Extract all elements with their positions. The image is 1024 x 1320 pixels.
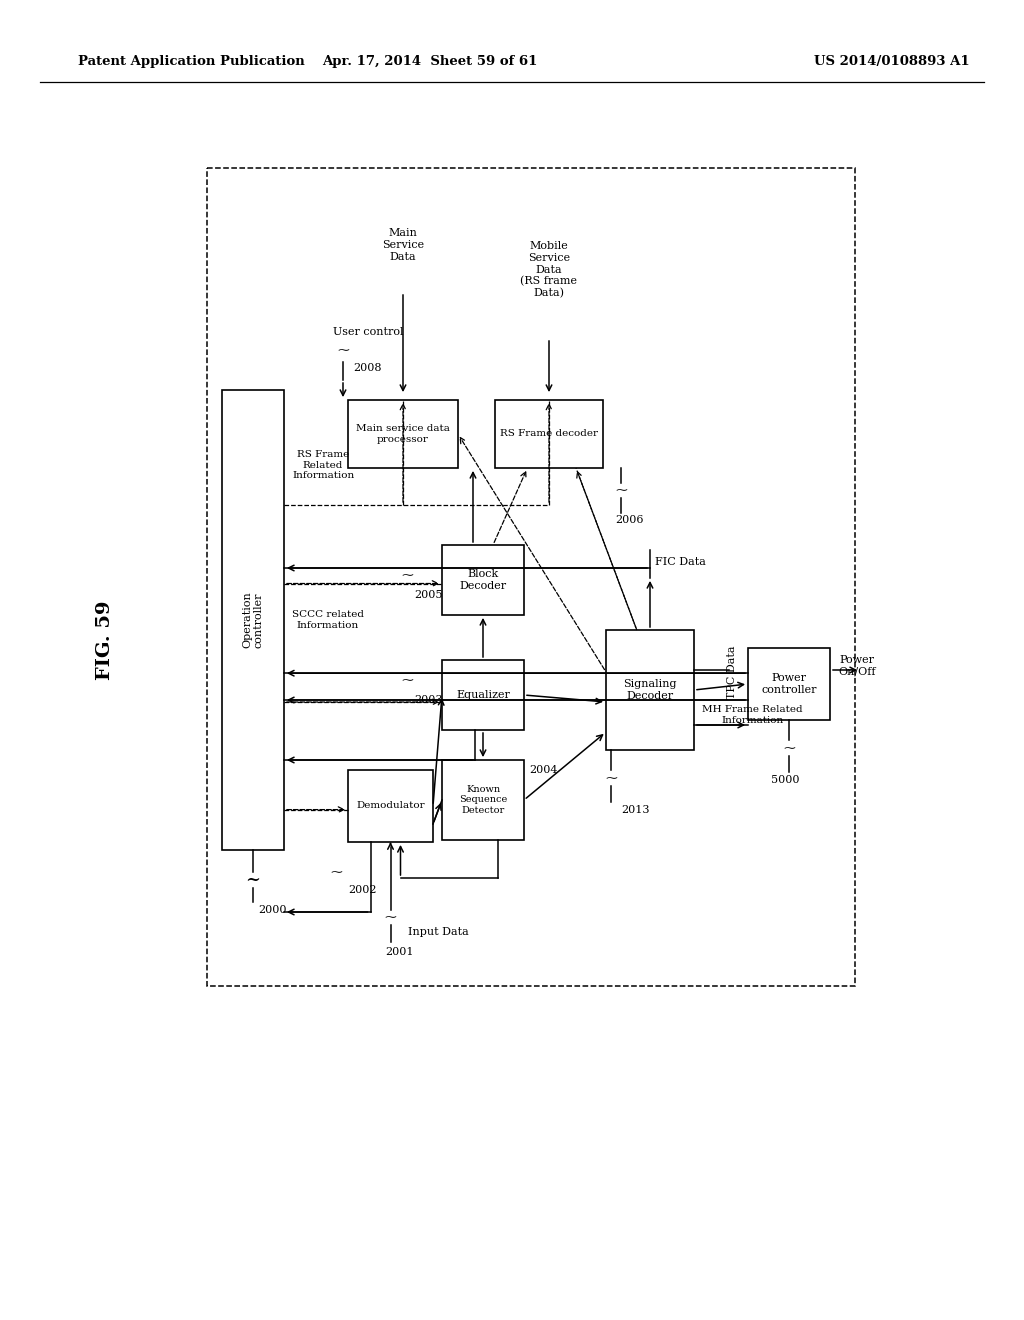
Text: Main service data
processor: Main service data processor bbox=[356, 424, 450, 444]
Text: Block
Decoder: Block Decoder bbox=[460, 569, 507, 591]
Text: Signaling
Decoder: Signaling Decoder bbox=[624, 680, 677, 701]
Text: 2013: 2013 bbox=[621, 805, 649, 814]
Text: Input Data: Input Data bbox=[409, 927, 469, 937]
Text: RS Frame decoder: RS Frame decoder bbox=[500, 429, 598, 438]
Text: FIG. 59: FIG. 59 bbox=[96, 601, 114, 680]
Text: Apr. 17, 2014  Sheet 59 of 61: Apr. 17, 2014 Sheet 59 of 61 bbox=[323, 55, 538, 69]
Text: 2008: 2008 bbox=[353, 363, 382, 374]
Text: Patent Application Publication: Patent Application Publication bbox=[78, 55, 305, 69]
Text: User control: User control bbox=[333, 327, 403, 337]
Text: ~: ~ bbox=[400, 672, 414, 689]
Text: TPC Data: TPC Data bbox=[727, 645, 737, 698]
Text: MH Frame Related
Information: MH Frame Related Information bbox=[702, 705, 803, 725]
Text: US 2014/0108893 A1: US 2014/0108893 A1 bbox=[814, 55, 970, 69]
Text: 2003: 2003 bbox=[414, 696, 442, 705]
Text: 2004: 2004 bbox=[529, 766, 557, 775]
Bar bbox=[348, 770, 433, 842]
Bar bbox=[348, 400, 458, 469]
Text: Equalizer: Equalizer bbox=[456, 690, 510, 700]
Bar bbox=[442, 545, 524, 615]
Bar bbox=[222, 389, 284, 850]
Text: Demodulator: Demodulator bbox=[356, 801, 425, 810]
Text: ~: ~ bbox=[384, 908, 397, 925]
Text: Operation
controller: Operation controller bbox=[243, 591, 264, 648]
Text: Mobile
Service
Data
(RS frame
Data): Mobile Service Data (RS frame Data) bbox=[520, 242, 578, 298]
Text: 2001: 2001 bbox=[385, 946, 414, 957]
Text: ~: ~ bbox=[329, 863, 343, 880]
Text: ~: ~ bbox=[604, 770, 618, 787]
Bar bbox=[442, 660, 524, 730]
Text: ~: ~ bbox=[614, 482, 628, 499]
Text: Power
controller: Power controller bbox=[761, 673, 817, 694]
Text: ~: ~ bbox=[336, 342, 350, 359]
Text: RS Frame
Related
Information: RS Frame Related Information bbox=[292, 450, 354, 480]
Text: ~: ~ bbox=[246, 871, 260, 888]
Text: Main
Service
Data: Main Service Data bbox=[382, 228, 424, 261]
Text: Power
On/Off: Power On/Off bbox=[838, 655, 876, 677]
Text: 2006: 2006 bbox=[615, 515, 643, 525]
Text: 5000: 5000 bbox=[771, 775, 800, 785]
Text: 2002: 2002 bbox=[348, 884, 377, 895]
Text: ~: ~ bbox=[400, 566, 414, 583]
Text: Known
Sequence
Detector: Known Sequence Detector bbox=[459, 785, 507, 814]
Text: 2005: 2005 bbox=[414, 590, 442, 601]
Text: FIC Data: FIC Data bbox=[655, 557, 706, 568]
Bar bbox=[442, 760, 524, 840]
Bar bbox=[495, 400, 603, 469]
Text: 2000: 2000 bbox=[258, 906, 287, 915]
Bar bbox=[207, 168, 855, 986]
Text: SCCC related
Information: SCCC related Information bbox=[292, 610, 364, 630]
Bar bbox=[748, 648, 830, 719]
Text: ~: ~ bbox=[782, 739, 796, 756]
Bar bbox=[606, 630, 694, 750]
